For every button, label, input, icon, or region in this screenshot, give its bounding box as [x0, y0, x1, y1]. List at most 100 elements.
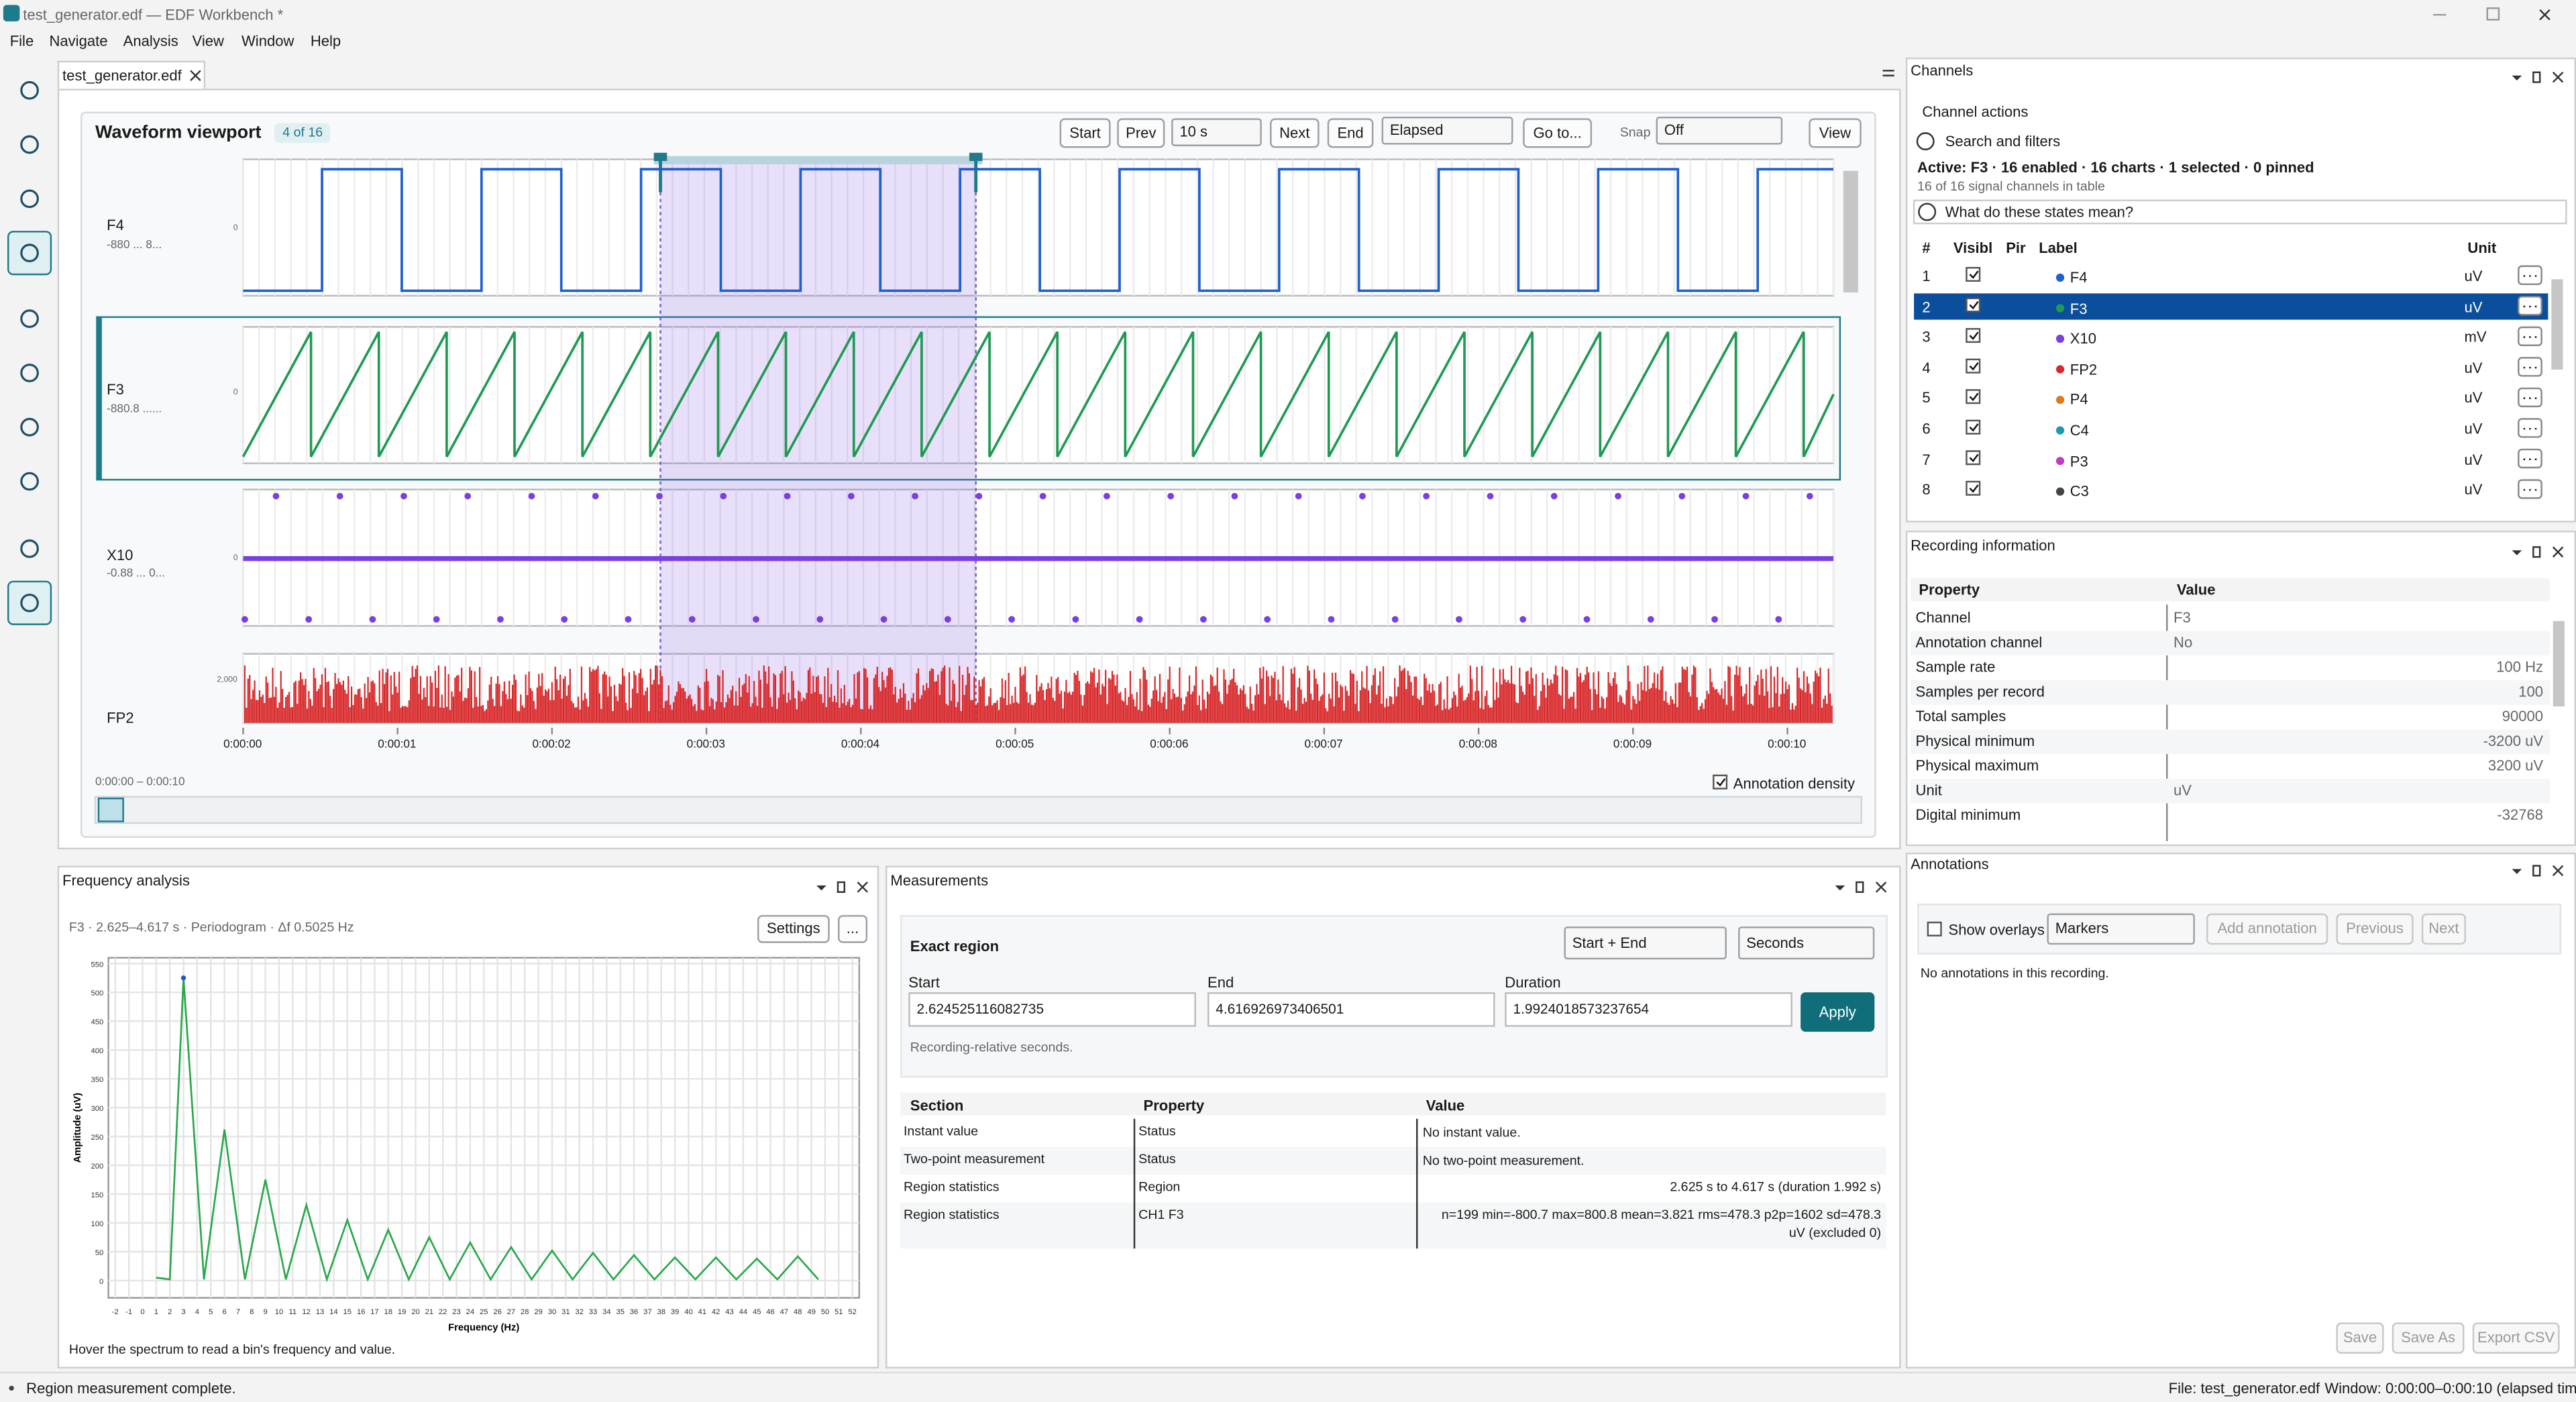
combo-text: Start + End [1572, 934, 1647, 951]
time-tick-label: 0:00:03 [686, 739, 725, 751]
selected-accent [97, 317, 102, 480]
pin-icon [2532, 71, 2541, 83]
x-tick-label: 41 [698, 1308, 707, 1316]
x-tick-label: 17 [370, 1308, 379, 1316]
tool-button[interactable] [20, 80, 39, 100]
row-band [900, 1146, 1886, 1175]
channel-actions: Channel actions [1922, 103, 2029, 120]
close-icon [857, 881, 868, 893]
menu-item[interactable]: Help [310, 32, 341, 50]
start-button[interactable]: Start [1059, 118, 1111, 148]
settings-button[interactable]: Settings [757, 915, 830, 943]
y-tick-label: 50 [95, 1249, 104, 1257]
expand-icon [1918, 203, 1937, 221]
waveform-dot [816, 616, 824, 623]
waveform-dot [1487, 492, 1494, 500]
column-header: Value [2176, 581, 2216, 598]
checkbox [1966, 358, 1981, 374]
x-tick-label: 37 [643, 1308, 652, 1316]
menu-item[interactable]: Analysis [123, 32, 178, 50]
tool-button[interactable] [20, 135, 39, 154]
x-tick-label: 1 [154, 1308, 158, 1316]
channel-name: F4 [107, 217, 124, 233]
tool-button[interactable] [20, 472, 39, 491]
property-name: Total samples [1915, 708, 2006, 725]
property-name: Samples per record [1915, 683, 2045, 700]
tool-button[interactable] [20, 417, 39, 437]
menu-item[interactable]: Window [241, 32, 294, 50]
close-icon [190, 70, 201, 81]
tool-button[interactable] [20, 364, 39, 382]
field-input[interactable]: 2.624525116082735 [908, 992, 1196, 1027]
panel-title: Annotations [1911, 855, 1989, 873]
next-button[interactable]: Next [1270, 118, 1320, 148]
menu-item[interactable]: File [9, 32, 34, 50]
duration-combo[interactable]: 10 s [1171, 118, 1262, 146]
prev-button[interactable]: Prev [1117, 118, 1165, 148]
apply-button[interactable]: Apply [1801, 992, 1875, 1032]
tool-button[interactable] [20, 244, 39, 262]
waveform-dot [1328, 616, 1335, 623]
property-value: 3200 uV [2487, 757, 2544, 774]
x-tick-label: 34 [602, 1308, 611, 1316]
view-button[interactable]: View [1809, 118, 1862, 148]
more-button[interactable]: ... [837, 915, 868, 943]
tool-icon [20, 593, 39, 612]
mode-combo[interactable]: Start + End [1564, 926, 1727, 960]
waveform-dot [1647, 616, 1654, 623]
property-cell: CH1 F3 [1138, 1207, 1184, 1223]
x-tick-label: 30 [548, 1308, 557, 1316]
waveform-dot [1775, 616, 1782, 623]
tool-button[interactable] [20, 189, 39, 209]
waveform-dot [1711, 616, 1718, 623]
tool-button[interactable] [20, 593, 39, 612]
snap-label: Snap [1619, 125, 1651, 140]
units-combo[interactable]: Seconds [1738, 926, 1875, 960]
menu-item[interactable]: View [192, 32, 224, 50]
empty-note: No annotations in this recording. [1920, 966, 2109, 981]
channel-label: X10 [2070, 330, 2096, 347]
field-input[interactable]: 4.616926973406501 [1208, 992, 1495, 1027]
channel-unit: uV [2464, 359, 2483, 376]
tool-button[interactable] [20, 309, 39, 328]
goto-button[interactable]: Go to... [1523, 118, 1593, 148]
waveform-dot [1806, 492, 1813, 500]
field-input[interactable]: 1.9924018573237654 [1505, 992, 1792, 1027]
channel-unit: uV [2464, 482, 2483, 498]
waveform [241, 331, 1835, 457]
kind-combo[interactable]: Markers [2047, 913, 2195, 945]
channel-unit: uV [2464, 390, 2483, 407]
snap-combo[interactable]: Off [1656, 116, 1783, 145]
tool-button[interactable] [20, 539, 39, 558]
combo-text: Off [1664, 121, 1684, 138]
waveform-dot [1391, 616, 1399, 623]
checkbox[interactable] [1927, 921, 1942, 936]
waveform-dot [1615, 492, 1621, 500]
waveform-dot [1231, 492, 1238, 500]
export-button: Export CSV [2472, 1322, 2560, 1354]
show-overlays: Show overlays [1948, 921, 2045, 938]
row-number: 7 [1922, 451, 1931, 468]
waveform-dot [1583, 616, 1591, 623]
end-button[interactable]: End [1327, 118, 1374, 148]
time-mode-combo[interactable]: Elapsed [1381, 116, 1513, 145]
maximize-icon [2486, 7, 2500, 21]
check [1969, 270, 1979, 279]
pin-icon [837, 881, 846, 894]
active-summary: Active: F3 · 16 enabled · 16 charts · 1 … [1917, 159, 2314, 176]
menu-item[interactable]: Navigate [49, 32, 108, 50]
row-number: 1 [1922, 268, 1931, 284]
x-tick-label: 15 [343, 1308, 352, 1316]
x-tick-label: 32 [575, 1308, 584, 1316]
x-tick-label: 26 [493, 1308, 502, 1316]
close-icon [2552, 865, 2564, 877]
property-name: Unit [1915, 781, 1942, 799]
channel-label: F4 [2070, 269, 2088, 286]
y-tick-label: 500 [91, 989, 104, 997]
row-number: 5 [1922, 390, 1931, 407]
checkbox [1966, 297, 1981, 313]
time-tick-label: 0:00:07 [1304, 739, 1343, 751]
tab[interactable] [57, 60, 206, 89]
x-tick-label: 27 [507, 1308, 516, 1316]
